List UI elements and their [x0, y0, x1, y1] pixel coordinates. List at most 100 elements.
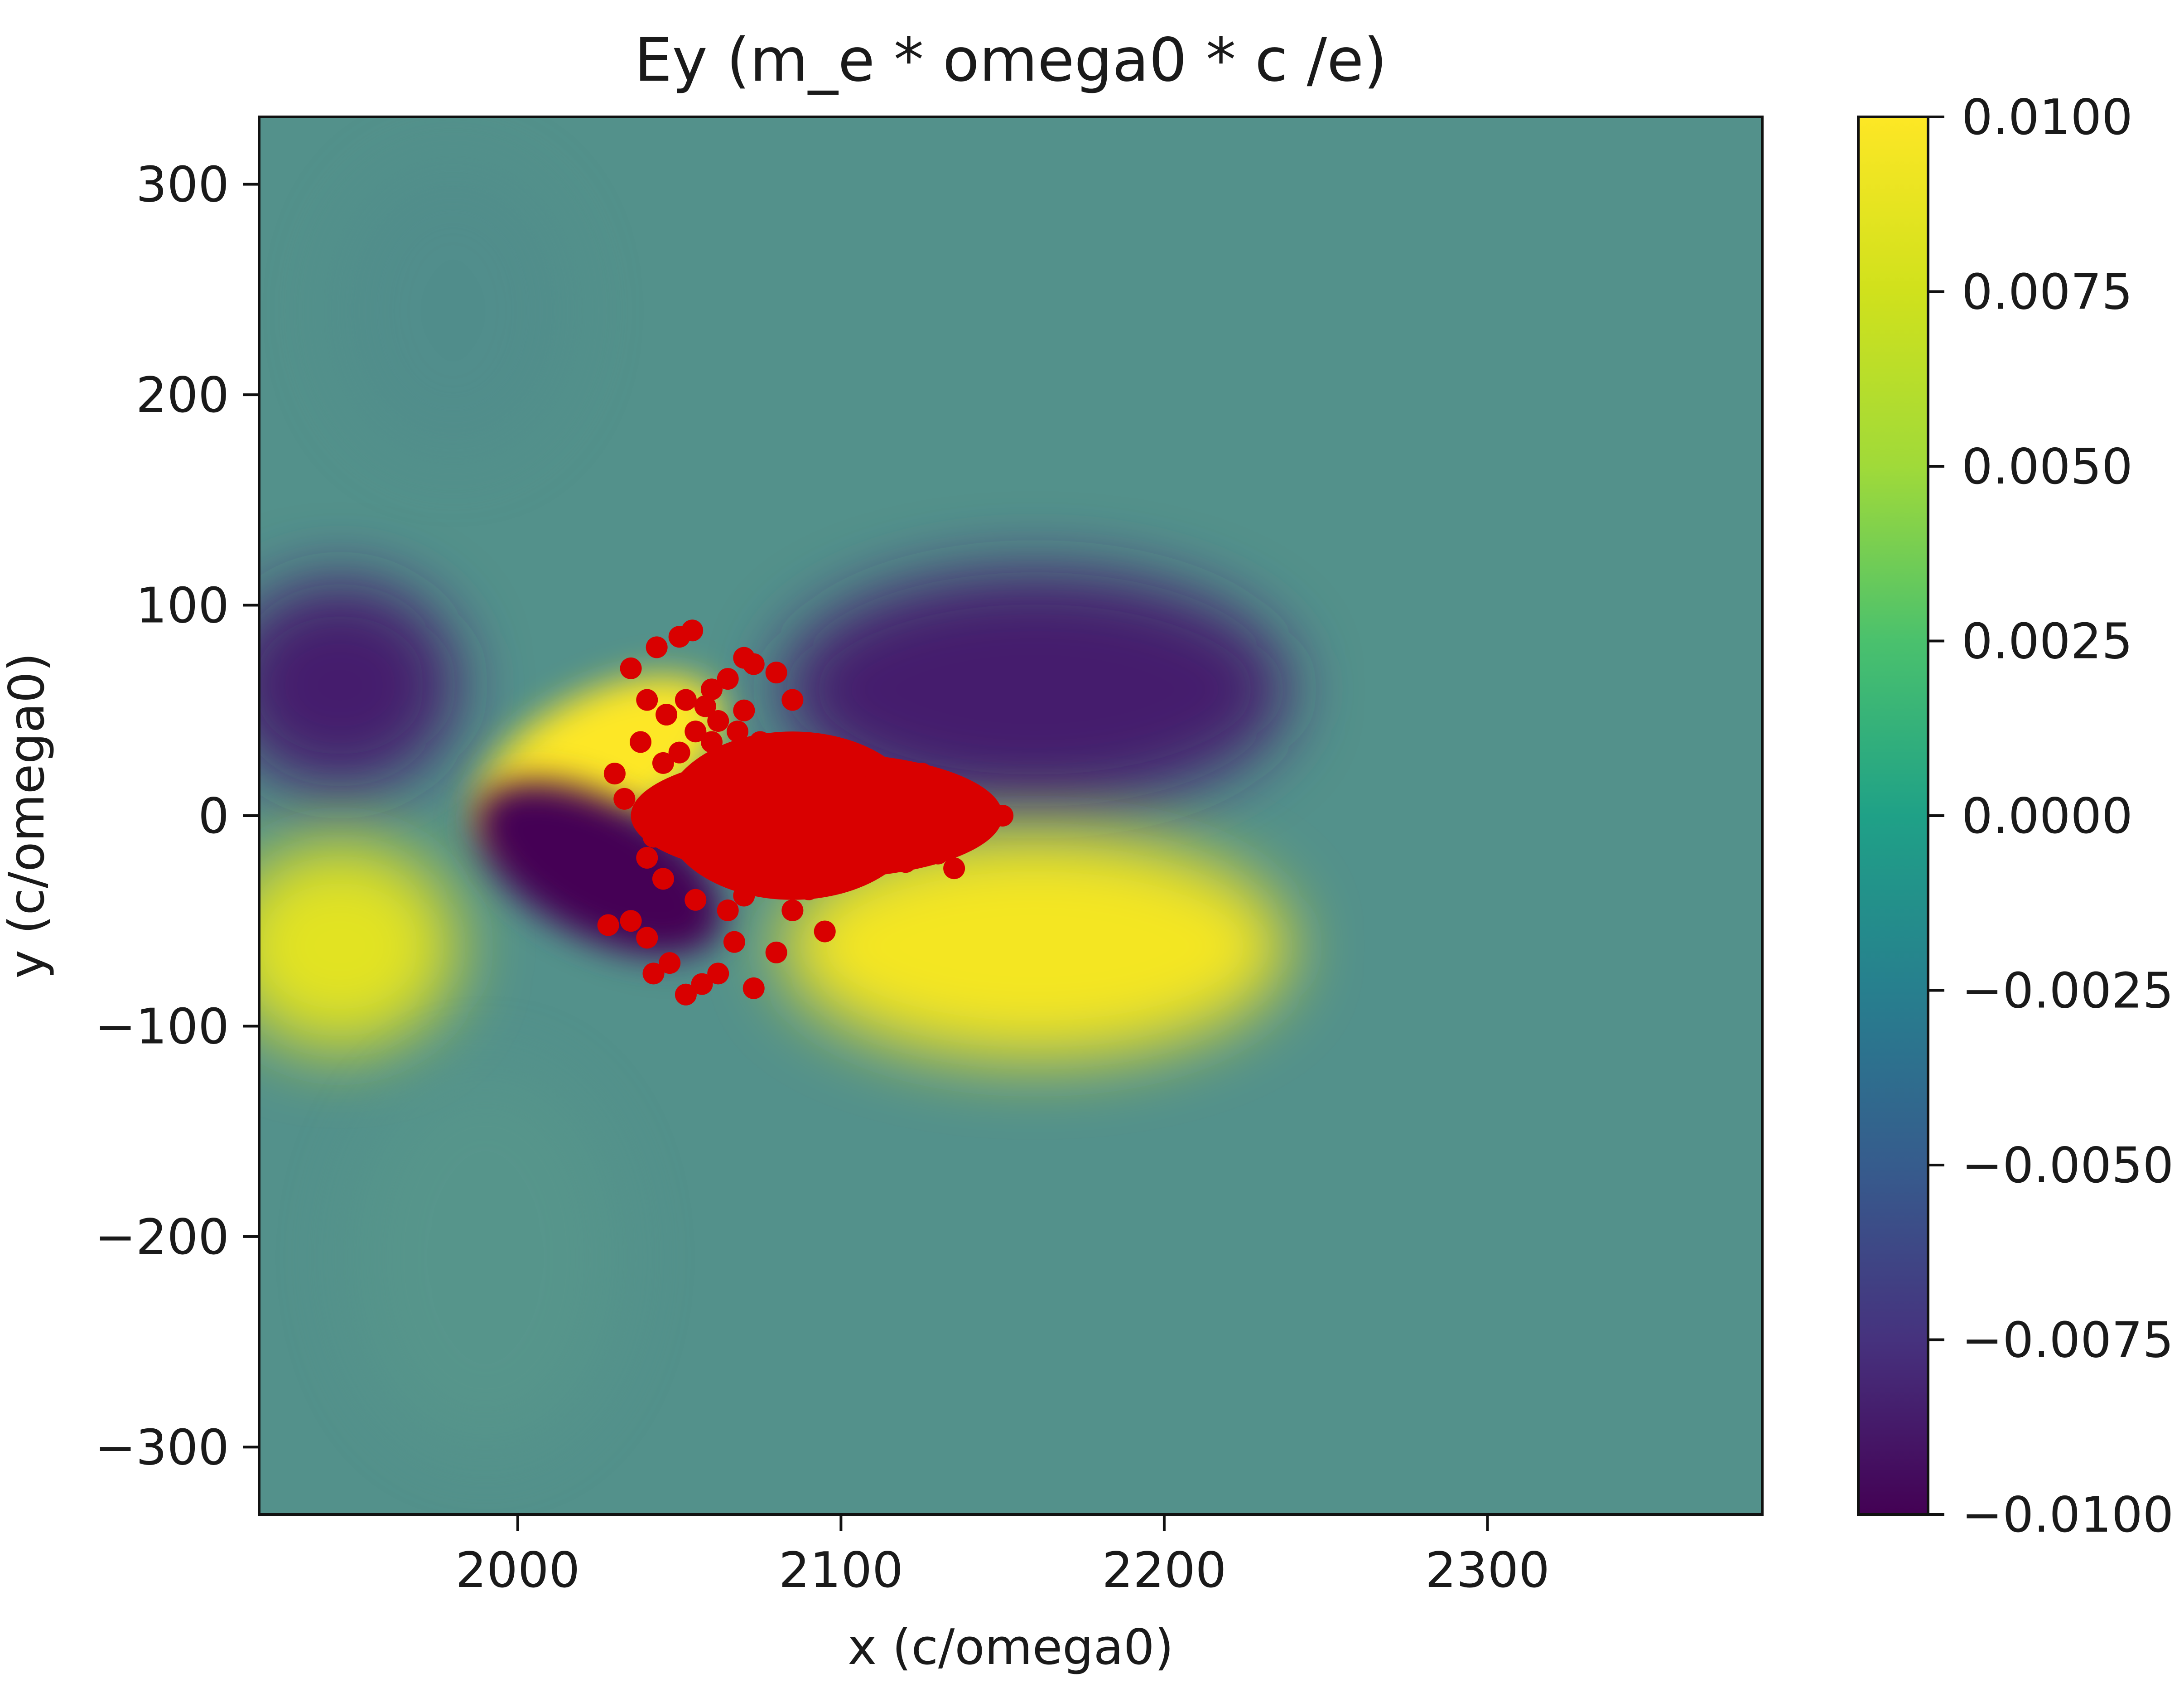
particle-point — [700, 731, 723, 753]
particle-point — [620, 657, 642, 679]
particle-point — [656, 704, 678, 726]
particle-point — [636, 689, 658, 711]
field-lobe — [781, 571, 1289, 808]
heatmap-field — [259, 117, 1762, 1514]
particle-point — [681, 619, 704, 642]
particle-point — [927, 779, 949, 802]
particle-point — [613, 788, 636, 810]
y-tick-label: 0 — [198, 788, 229, 845]
particle-point — [927, 842, 949, 865]
particle-point — [765, 662, 787, 684]
field-ripple — [335, 165, 571, 456]
x-axis-label: x (c/omega0) — [848, 1619, 1173, 1676]
particle-point — [742, 653, 765, 675]
particle-point — [878, 767, 901, 789]
particle-point — [742, 977, 765, 999]
y-tick-label: −100 — [95, 998, 229, 1055]
particle-point — [911, 763, 933, 785]
colorbar-tick-label: −0.0075 — [1962, 1312, 2174, 1369]
particle-point — [781, 689, 804, 711]
particle-point — [642, 962, 665, 985]
particle-point — [700, 678, 723, 701]
particle-point — [707, 710, 729, 732]
particle-point — [597, 914, 619, 936]
particle-point — [694, 695, 716, 717]
y-axis: 300 200 100 0 −100 −200 −300 — [95, 157, 259, 1476]
particle-point — [749, 731, 771, 753]
x-tick-label: 2300 — [1425, 1542, 1550, 1599]
particle-point — [629, 731, 651, 753]
y-tick-label: 200 — [136, 367, 229, 424]
chart-title: Ey (m_e * omega0 * c /e) — [634, 25, 1387, 95]
particle-point — [975, 815, 998, 837]
colorbar-tick-label: 0.0050 — [1962, 439, 2133, 495]
particle-point — [691, 973, 713, 995]
particle-point — [992, 805, 1014, 827]
particle-point — [659, 952, 681, 974]
particle-point — [675, 689, 697, 711]
y-tick-label: −300 — [95, 1419, 229, 1476]
particle-point — [943, 857, 965, 880]
particle-point — [901, 788, 923, 810]
particle-point — [636, 927, 658, 949]
particle-point — [830, 864, 852, 886]
colorbar-tick-label: 0.0025 — [1962, 614, 2133, 670]
colorbar-tick-label: 0.0000 — [1962, 788, 2133, 845]
colorbar-gradient — [1858, 117, 1928, 1514]
field-lobe — [474, 780, 723, 956]
particle-point — [733, 699, 755, 721]
particle-point — [846, 758, 868, 780]
particle-point — [727, 721, 749, 743]
particle-point — [862, 857, 884, 880]
particle-point — [943, 800, 965, 822]
particle-point — [642, 826, 665, 848]
colorbar-tick-label: −0.0050 — [1962, 1137, 2174, 1194]
x-tick-label: 2200 — [1102, 1542, 1227, 1599]
y-axis-label: y (c/omega0) — [0, 653, 55, 978]
field-ripple — [349, 1067, 622, 1448]
field-lobe — [259, 581, 458, 789]
field-lobe — [781, 832, 1289, 1059]
x-axis: 2000 2100 2200 2300 — [455, 1514, 1550, 1599]
particle-point — [895, 851, 917, 873]
y-tick-label: −200 — [95, 1209, 229, 1266]
particle-point — [652, 868, 674, 890]
field-lobe — [259, 842, 458, 1050]
particle-point — [814, 920, 836, 943]
particle-point — [717, 668, 739, 690]
particle-point — [685, 721, 707, 743]
particle-scatter — [597, 619, 1014, 1006]
particle-point — [781, 900, 804, 922]
y-tick-label: 300 — [136, 157, 229, 213]
particle-point — [662, 779, 684, 802]
particle-point — [798, 878, 820, 900]
particle-point — [685, 889, 707, 911]
particle-point — [636, 846, 658, 869]
particle-point — [959, 783, 981, 806]
particle-point — [717, 900, 739, 922]
particle-point — [765, 941, 787, 963]
particle-point — [781, 741, 804, 764]
particle-point — [759, 773, 781, 795]
particle-point — [814, 752, 836, 774]
colorbar-tick-label: −0.0100 — [1962, 1487, 2174, 1543]
particle-point — [603, 763, 626, 785]
particle-point — [675, 983, 697, 1006]
particle-point — [620, 910, 642, 932]
particle-point — [869, 815, 891, 837]
x-tick-label: 2100 — [779, 1542, 903, 1599]
particle-point — [733, 885, 755, 907]
colorbar-tick-label: 0.0100 — [1962, 89, 2133, 146]
particle-point — [975, 794, 998, 816]
colorbar-tick-label: 0.0075 — [1962, 264, 2133, 321]
colorbar: 0.0100 0.0075 0.0050 0.0025 0.0000 −0.0025 −0.… — [1857, 89, 2174, 1543]
particle-point — [707, 962, 729, 985]
particle-point — [759, 868, 781, 890]
particle-point — [723, 931, 745, 953]
y-tick-label: 100 — [136, 578, 229, 634]
particle-point — [830, 794, 852, 816]
particle-point — [646, 636, 668, 658]
x-tick-label: 2000 — [455, 1542, 580, 1599]
particle-point — [804, 783, 826, 806]
